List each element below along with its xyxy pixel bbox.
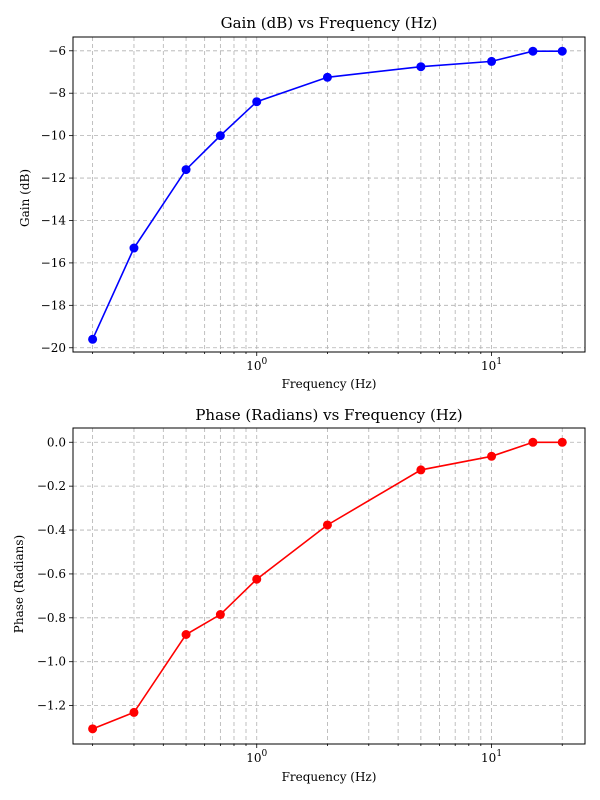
phase-data-point xyxy=(487,451,497,461)
gain-ytick-label: −10 xyxy=(41,129,66,143)
phase-ytick-label: −0.4 xyxy=(37,523,67,537)
gain-ytick-label: −14 xyxy=(41,213,67,227)
gain-ytick-label: −16 xyxy=(41,256,66,270)
phase-data-point xyxy=(528,437,538,447)
gain-chart: Gain (dB) vs Frequency (Hz) −20 −18 −16 −14… xyxy=(18,14,586,391)
phase-axes-frame xyxy=(72,427,586,745)
phase-ytick-label: −0.8 xyxy=(37,611,66,625)
phase-chart-ylabel: Phase (Radians) xyxy=(12,535,26,633)
phase-data-point xyxy=(252,574,262,584)
gain-data-point xyxy=(528,46,538,56)
gain-xtick-label: 100 xyxy=(246,357,267,373)
gain-plot-area: −20 −18 −16 −14 −12 −10 −8 −6 100 101 xyxy=(41,36,586,373)
phase-series-line xyxy=(92,441,563,730)
gain-series-line xyxy=(91,50,563,340)
gain-data-point xyxy=(129,243,139,253)
phase-xtick-label: 101 xyxy=(481,749,502,765)
gain-chart-xlabel: Frequency (Hz) xyxy=(282,377,377,391)
phase-data-point xyxy=(181,629,191,639)
phase-plot-area: −1.2 −1.0 −0.8 −0.6 −0.4 −0.2 0.0 100 101 xyxy=(37,427,586,765)
gain-chart-title: Gain (dB) vs Frequency (Hz) xyxy=(221,14,438,32)
gain-chart-ylabel: Gain (dB) xyxy=(18,169,32,227)
phase-data-point xyxy=(129,707,139,717)
phase-chart-xlabel: Frequency (Hz) xyxy=(282,770,377,784)
phase-data-point xyxy=(322,520,332,530)
phase-ytick-label: −1.2 xyxy=(37,699,66,713)
phase-ytick-label: −0.2 xyxy=(37,479,66,493)
gain-data-point xyxy=(322,72,332,82)
phase-ytick-label: 0.0 xyxy=(47,435,66,449)
phase-data-point xyxy=(88,724,98,734)
gain-data-point xyxy=(215,131,225,141)
phase-xtick-label: 100 xyxy=(246,749,267,765)
gain-ytick-label: −18 xyxy=(41,298,66,312)
gain-ytick-label: −12 xyxy=(41,171,66,185)
gain-data-point xyxy=(88,334,98,344)
phase-data-point xyxy=(416,465,426,475)
gain-data-point xyxy=(252,97,262,107)
gain-data-point xyxy=(416,62,426,72)
phase-chart-title: Phase (Radians) vs Frequency (Hz) xyxy=(195,406,462,424)
gain-ytick-label: −20 xyxy=(41,341,66,355)
gain-data-point xyxy=(557,46,567,56)
phase-ytick-label: −1.0 xyxy=(37,655,66,669)
gain-xtick-label: 101 xyxy=(481,357,502,373)
gain-data-point xyxy=(181,165,191,175)
phase-data-point xyxy=(215,610,225,620)
phase-chart: Phase (Radians) vs Frequency (Hz) −1.2−1… xyxy=(12,406,586,784)
gain-axes-frame xyxy=(72,36,586,353)
gain-ytick-label: −6 xyxy=(48,44,66,58)
gain-data-point xyxy=(487,56,497,66)
phase-ytick-label: −0.6 xyxy=(37,567,66,581)
gain-ytick-label: −8 xyxy=(48,86,66,100)
phase-data-point xyxy=(557,437,567,447)
